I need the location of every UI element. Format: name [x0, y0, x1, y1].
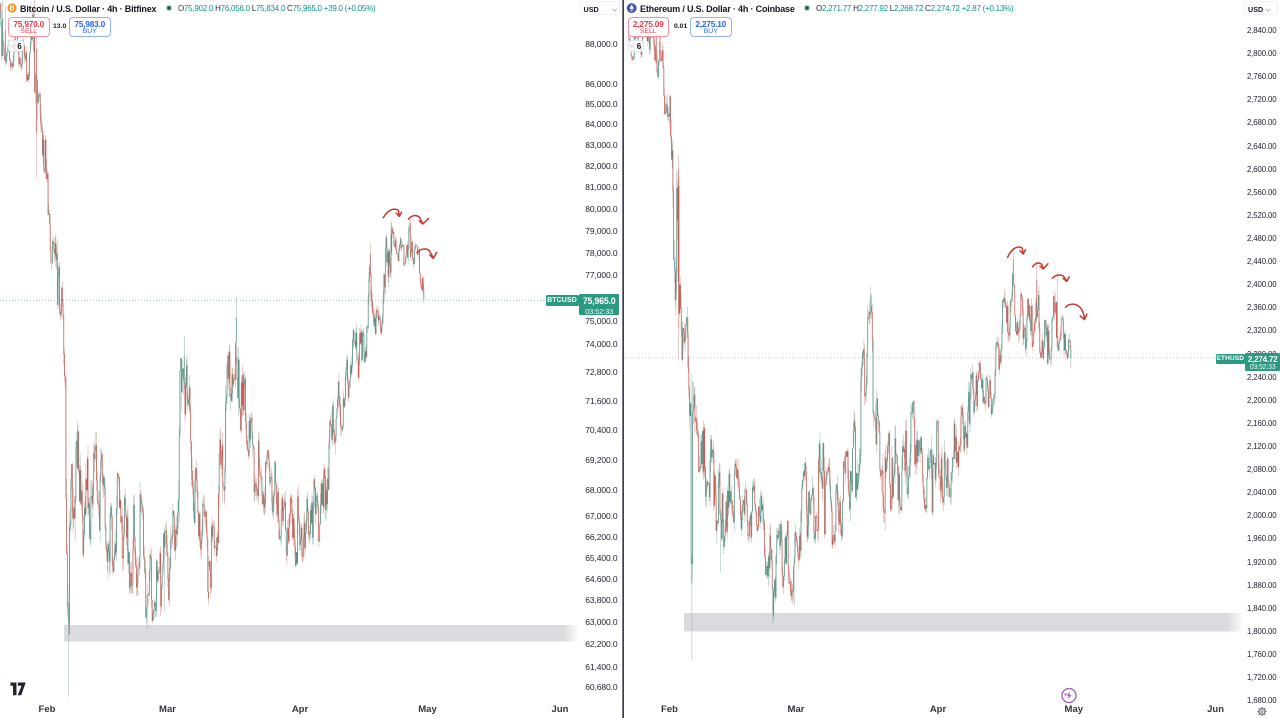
- svg-text:B: B: [9, 6, 14, 13]
